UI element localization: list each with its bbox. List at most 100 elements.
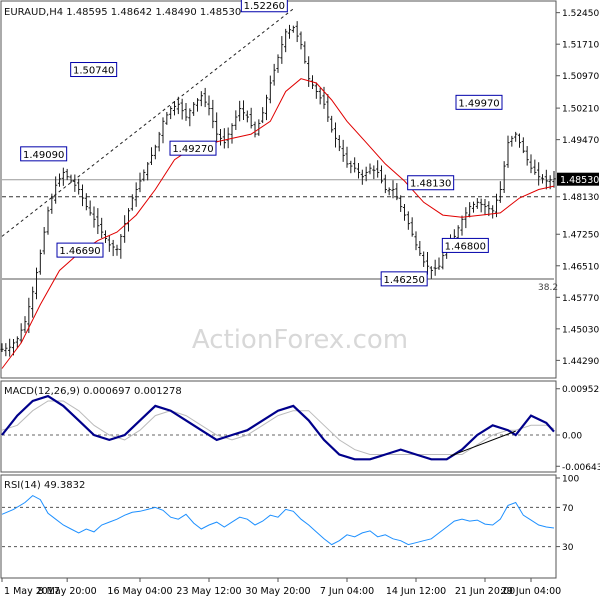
x-tick-label: 1 May 2017 (4, 586, 60, 597)
ohlc-bar (349, 160, 353, 174)
ohlc-bar (73, 174, 77, 192)
rsi-tick-label: 30 (562, 543, 574, 553)
ohlc-bar (207, 95, 211, 116)
ohlc-bar (84, 193, 88, 211)
price-callout: 1.49270 (169, 140, 217, 156)
ohlc-bar (257, 119, 261, 136)
ohlc-bar (184, 102, 188, 121)
ohlc-bar (387, 187, 391, 196)
ohlc-bar (96, 208, 100, 235)
ohlc-bar (326, 94, 330, 122)
ohlc-bar (299, 31, 303, 50)
ohlc-bar (111, 239, 115, 257)
ohlc-bar (383, 174, 387, 194)
ohlc-bar (330, 115, 334, 133)
ohlc-bar (230, 123, 234, 144)
x-tick-label: 30 May 20:00 (245, 586, 310, 597)
ohlc-bar (172, 101, 177, 116)
ohlc-bar (376, 160, 380, 178)
callout-text: 1.49970 (458, 98, 499, 109)
price-tick-label: 1.45770 (562, 294, 599, 304)
ohlc-bar (345, 146, 349, 168)
ohlc-bar (157, 131, 161, 152)
price-tick-label: 1.48130 (562, 193, 599, 203)
ohlc-bar (19, 323, 23, 343)
x-tick-label: 14 Jun 12:00 (386, 586, 446, 597)
x-tick-label: 8 May 20:00 (38, 586, 97, 597)
moving-average-line (1, 78, 555, 369)
ohlc-bar (521, 137, 525, 154)
ohlc-bar (333, 122, 338, 148)
watermark: ActionForex.com (192, 325, 408, 355)
price-callout: 1.46250 (380, 271, 428, 287)
ohlc-bar (284, 28, 288, 53)
callout-box (380, 271, 428, 287)
price-callout: 1.46800 (441, 237, 489, 253)
ohlc-bar (61, 167, 65, 186)
ohlc-bar (391, 180, 395, 199)
ohlc-bar (414, 231, 418, 251)
ohlc-bar (142, 169, 146, 182)
ohlc-bar (38, 249, 42, 275)
ohlc-bar (176, 96, 180, 115)
ohlc-bar (364, 166, 368, 182)
ohlc-bar (54, 176, 58, 204)
ohlc-bar (126, 208, 131, 232)
ohlc-bar (80, 184, 85, 207)
ohlc-bar (218, 129, 223, 146)
ohlc-bar (318, 88, 322, 105)
ohlc-bar (429, 266, 433, 279)
ohlc-bar (123, 215, 127, 243)
ohlc-bar (253, 121, 257, 138)
rsi-title: RSI(14) 49.3832 (4, 480, 85, 491)
fib-label: 38.2 (538, 283, 558, 293)
ohlc-bar (360, 169, 364, 185)
ohlc-bar (314, 82, 318, 99)
ohlc-bar (31, 286, 35, 318)
macd-trendline (450, 430, 516, 457)
ohlc-bar (498, 181, 502, 203)
current-price-box (557, 172, 599, 186)
ohlc-bar (46, 206, 50, 235)
price-tick-label: 1.50970 (562, 72, 599, 82)
current-price-text: 1.48530 (560, 175, 599, 186)
ohlc-bar (134, 182, 138, 207)
ohlc-bar (195, 98, 200, 112)
ohlc-bar (203, 87, 207, 108)
ohlc-bar (322, 86, 326, 109)
price-tick-label: 1.52450 (562, 9, 599, 19)
macd-layer (1, 394, 555, 461)
ohlc-bar (50, 193, 54, 214)
callout-box (20, 146, 68, 162)
callout-box (407, 175, 455, 191)
ohlc-bar (57, 173, 62, 187)
x-tick-label: 29 Jun 04:00 (501, 586, 561, 597)
callout-text: 1.52260 (244, 1, 285, 12)
macd-main-line (1, 394, 555, 461)
ohlc-bar (464, 207, 468, 229)
ohlc-bar (261, 107, 265, 124)
ohlc-bar (268, 75, 272, 104)
ohlc-bar (295, 21, 299, 43)
price-tick-label: 1.44290 (562, 357, 599, 367)
ohlc-bar (138, 172, 142, 193)
ohlc-bar (487, 201, 491, 217)
macd-title: MACD(12,26,9) 0.000697 0.001278 (4, 386, 182, 397)
ohlc-bar (8, 338, 12, 357)
macd-panel-frame (0, 380, 557, 473)
callout-box (455, 94, 503, 110)
ohlc-bar (506, 135, 510, 168)
ohlc-bar (119, 233, 123, 259)
ohlc-bar (146, 162, 150, 181)
callout-text: 1.46690 (59, 246, 100, 257)
ohlc-bar (15, 336, 19, 348)
ohlc-bar (395, 183, 399, 201)
ohlc-bar (479, 198, 483, 213)
price-layer: 1.52260 1.50740 1.49270 1.49090 1.46690 1.499… (0, 0, 599, 369)
symbol-title: EURAUD,H4 1.48595 1.48642 1.48490 1.4853… (4, 7, 241, 18)
callout-text: 1.46250 (383, 275, 424, 286)
ohlc-bar (77, 178, 81, 195)
price-tick-label: 1.49470 (562, 136, 599, 146)
ohlc-bar (525, 146, 529, 166)
